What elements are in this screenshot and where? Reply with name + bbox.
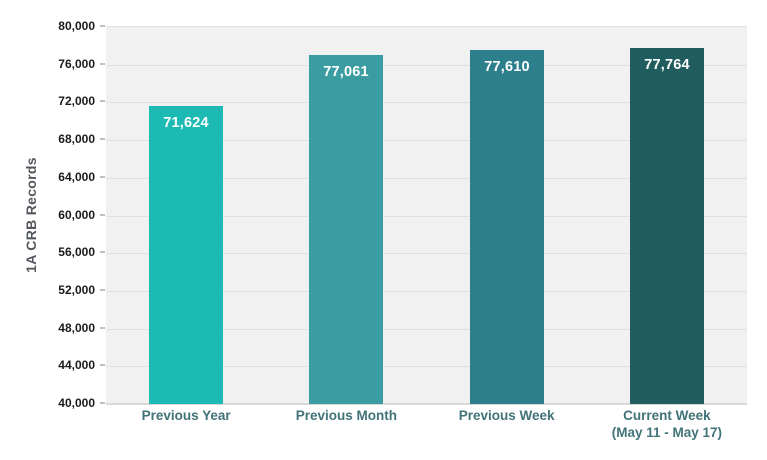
bar-value-label: 71,624 <box>163 115 209 131</box>
y-axis-tickmark <box>100 251 105 253</box>
y-axis-tickmark <box>100 327 105 329</box>
y-axis-tick-label: 44,000 <box>58 358 95 372</box>
y-axis-tick-label: 48,000 <box>58 321 95 335</box>
y-axis-title: 1A CRB Records <box>23 157 39 273</box>
y-axis-tick-label: 64,000 <box>58 170 95 184</box>
gridline <box>106 329 747 330</box>
x-axis-line <box>106 403 747 405</box>
bar-value-label: 77,610 <box>484 59 530 75</box>
y-axis-tick-label: 52,000 <box>58 283 95 297</box>
y-axis-tickmark <box>100 25 105 27</box>
y-axis-tick-label: 68,000 <box>58 132 95 146</box>
y-axis-tickmark <box>100 100 105 102</box>
y-axis-tick-label: 76,000 <box>58 57 95 71</box>
y-axis-tickmark <box>100 214 105 216</box>
x-axis-category-label: Previous Year <box>101 407 271 424</box>
y-axis-tick-label: 72,000 <box>58 94 95 108</box>
gridline <box>106 65 747 66</box>
bar-value-label: 77,061 <box>323 64 369 80</box>
gridline <box>106 102 747 103</box>
bar-4: 77,764 <box>630 48 704 404</box>
plot-area: 71,624 77,061 77,610 77,764 <box>106 26 747 405</box>
gridline <box>106 216 747 217</box>
x-axis-category-label: Previous Week <box>422 407 592 424</box>
bar-1: 71,624 <box>149 106 223 404</box>
y-axis-tick-label: 60,000 <box>58 208 95 222</box>
y-axis-tick-label: 56,000 <box>58 245 95 259</box>
y-axis-tickmark <box>100 402 105 404</box>
y-axis-tick-label: 80,000 <box>58 19 95 33</box>
gridline <box>106 366 747 367</box>
y-axis-tick-label: 40,000 <box>58 396 95 410</box>
gridline <box>106 178 747 179</box>
bar-2: 77,061 <box>309 55 383 404</box>
x-axis-category-label-line: Previous Week <box>458 408 555 423</box>
y-axis-tickmark <box>100 63 105 65</box>
y-axis-tickmark <box>100 176 105 178</box>
x-axis-category-label-line: Previous Year <box>141 408 231 423</box>
y-axis-tickmark <box>100 289 105 291</box>
gridline <box>106 140 747 141</box>
x-axis-category-label: Previous Month <box>261 407 431 424</box>
x-axis-category-label-line: (May 11 - May 17) <box>611 425 723 440</box>
y-axis-tickmark <box>100 138 105 140</box>
x-axis-category-label-line: Previous Month <box>295 408 397 423</box>
gridline <box>106 253 747 254</box>
bar-value-label: 77,764 <box>644 57 690 73</box>
y-axis-tickmark <box>100 364 105 366</box>
x-axis-category-label: Current Week (May 11 - May 17) <box>582 407 752 441</box>
bar-3: 77,610 <box>470 50 544 404</box>
x-axis-category-label-line: Current Week <box>623 408 711 423</box>
gridline <box>106 291 747 292</box>
